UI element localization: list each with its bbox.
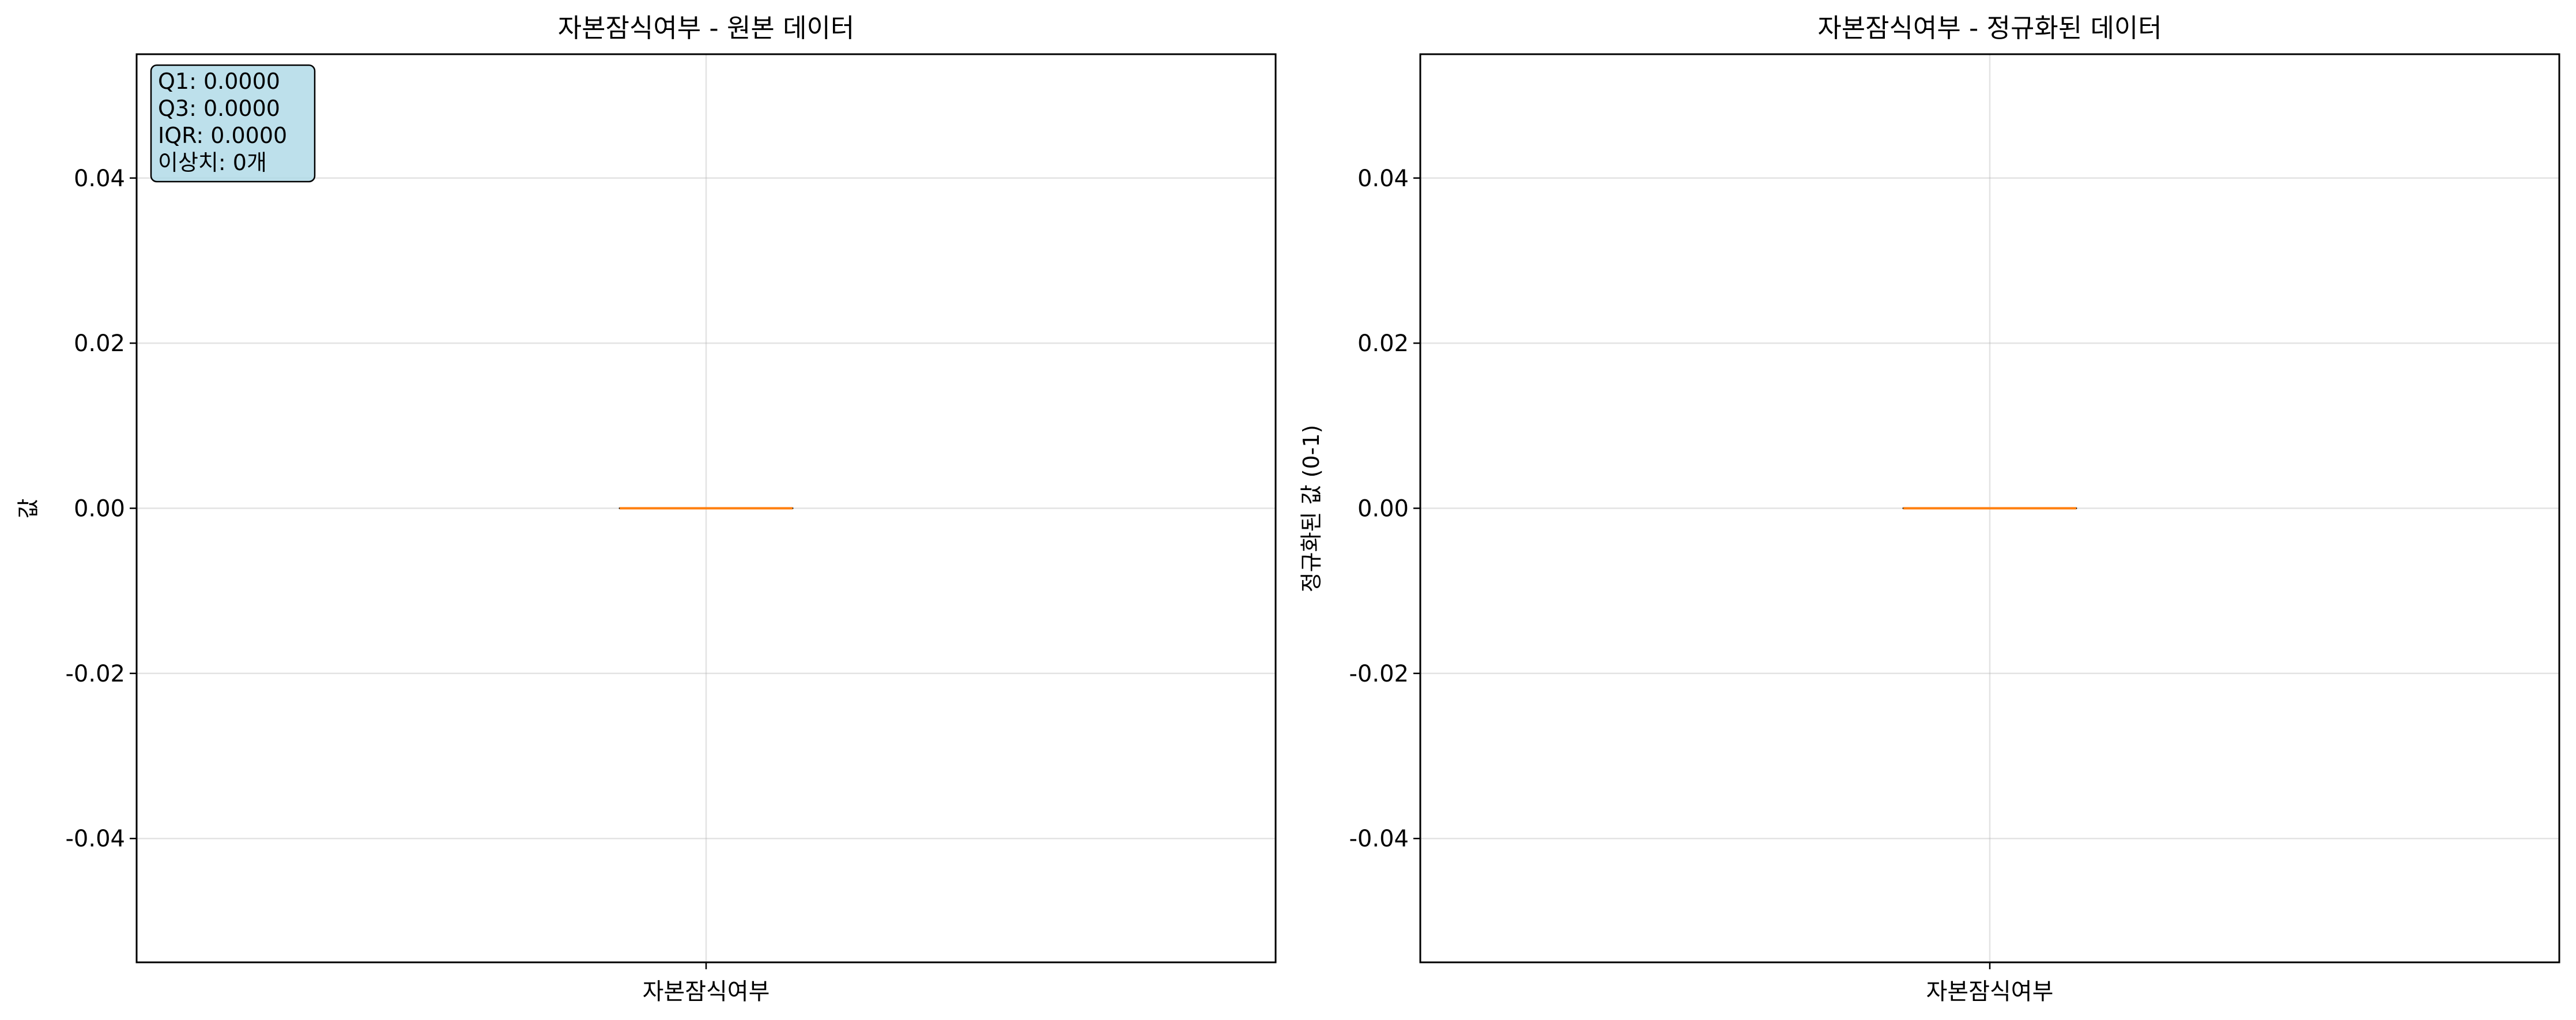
y-tick-label: -0.04 <box>1349 826 1409 852</box>
y-tick-label: 0.02 <box>1357 330 1409 357</box>
y-tick-label: 0.00 <box>1357 496 1409 522</box>
chart-title: 자본잠식여부 - 원본 데이터 <box>558 13 855 43</box>
stats-line-q1: Q1: 0.0000 <box>158 69 280 94</box>
x-tick-label: 자본잠식여부 <box>1926 978 2054 1005</box>
y-tick-label: 0.04 <box>1357 165 1409 192</box>
y-tick-label: 0.04 <box>74 165 125 192</box>
y-tick-label: 0.00 <box>74 496 125 522</box>
x-axis-ticks: 자본잠식여부 <box>1926 962 2054 1005</box>
stats-box-background <box>150 64 316 183</box>
y-tick-label: -0.02 <box>1349 661 1409 687</box>
y-tick-label: -0.04 <box>66 826 126 852</box>
x-axis-ticks: 자본잠식여부 <box>643 962 770 1005</box>
stats-line-outliers: 이상치: 0개 <box>158 150 267 175</box>
y-axis-ticks: -0.04 -0.02 0.00 0.02 0.04 <box>1349 165 1420 852</box>
stats-annotation: Q1: 0.0000 Q3: 0.0000 IQR: 0.0000 이상치: 0… <box>150 64 316 183</box>
stats-line-iqr: IQR: 0.0000 <box>158 123 287 148</box>
y-axis-label: 정규화된 값 (0-1) <box>1299 425 1324 593</box>
x-tick-label: 자본잠식여부 <box>643 978 770 1005</box>
y-axis-label: 값 <box>16 499 41 519</box>
y-tick-label: -0.02 <box>66 661 126 687</box>
y-tick-label: 0.02 <box>74 330 125 357</box>
stats-line-q3: Q3: 0.0000 <box>158 96 280 121</box>
y-axis-ticks: -0.04 -0.02 0.00 0.02 0.04 <box>66 165 137 852</box>
chart-panel-original: 자본잠식여부 - 원본 데이터 -0.04 -0.02 0.00 0.02 0.04 자… <box>16 13 1277 1005</box>
chart-title: 자본잠식여부 - 정규화된 데이터 <box>1817 13 2162 43</box>
chart-panel-normalized: 자본잠식여부 - 정규화된 데이터 -0.04 -0.02 0.00 0.02 0.04… <box>1299 13 2560 1005</box>
